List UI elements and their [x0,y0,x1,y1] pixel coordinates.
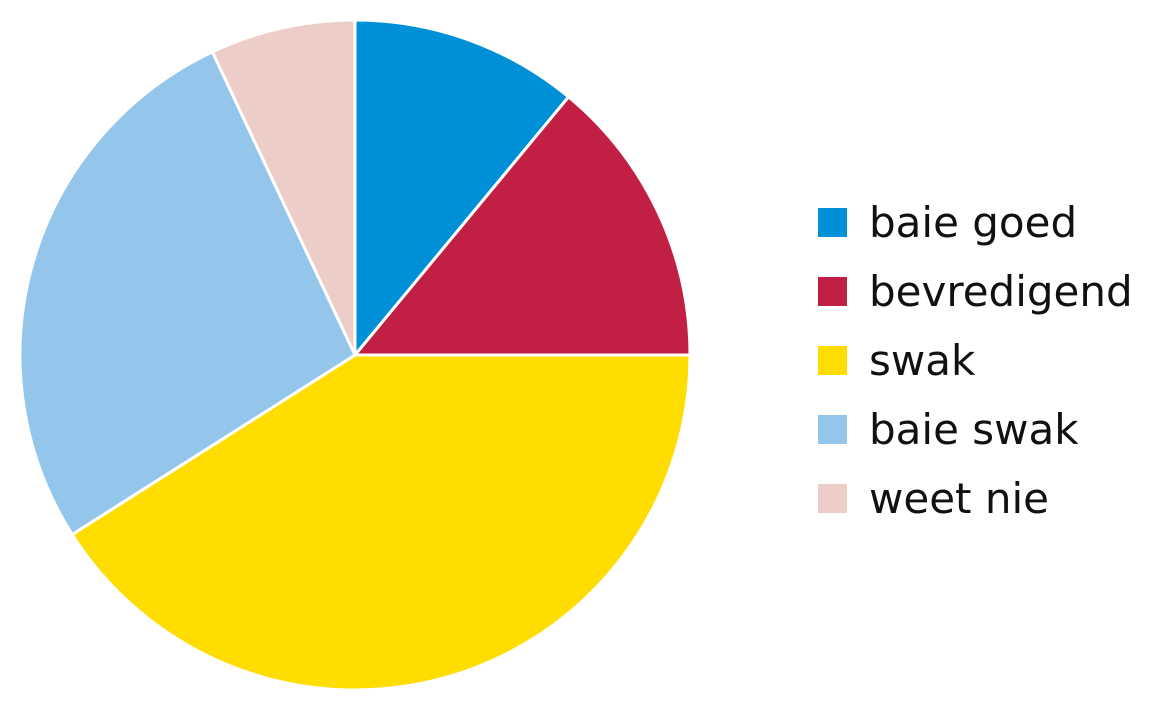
legend-label-bevredigend: bevredigend [869,266,1133,316]
legend-item-swak: swak [818,326,1133,395]
legend-item-weet-nie: weet nie [818,464,1133,533]
legend: baie goed bevredigend swak baie swak wee… [818,188,1133,533]
pie-slice-swak [70,353,692,692]
pie-slice-baie-goed [353,18,571,357]
legend-label-baie-swak: baie swak [869,404,1079,454]
legend-label-swak: swak [869,335,976,385]
legend-swatch-baie-goed [818,208,847,237]
legend-item-bevredigend: bevredigend [818,257,1133,326]
legend-item-baie-swak: baie swak [818,395,1133,464]
pie-slice-weet-nie [210,18,357,357]
legend-swatch-swak [818,346,847,375]
legend-label-weet-nie: weet nie [869,473,1049,523]
legend-swatch-weet-nie [818,484,847,513]
pie-slice-baie-swak [18,50,357,536]
pie-slice-bevredigend [353,95,692,357]
legend-item-baie-goed: baie goed [818,188,1133,257]
legend-label-baie-goed: baie goed [869,197,1078,247]
legend-swatch-bevredigend [818,277,847,306]
pie-chart [18,18,692,692]
legend-swatch-baie-swak [818,415,847,444]
